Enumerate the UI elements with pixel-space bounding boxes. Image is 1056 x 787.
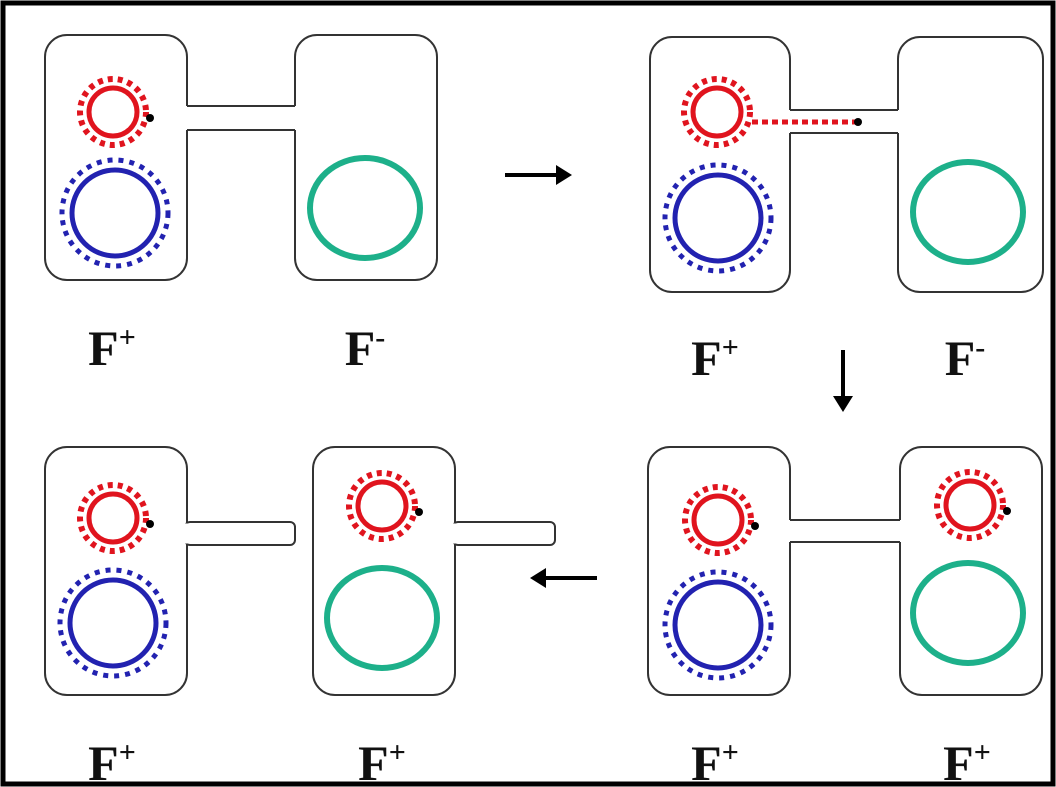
cell — [650, 37, 790, 292]
label-superscript: + — [119, 321, 136, 354]
label-base: F — [345, 320, 376, 376]
label-base: F — [945, 330, 976, 386]
label-base: F — [358, 735, 389, 787]
origin-dot — [854, 118, 862, 126]
label-base: F — [88, 320, 119, 376]
label-superscript: - — [375, 321, 385, 354]
label-superscript: + — [389, 736, 406, 769]
label-superscript: - — [975, 331, 985, 364]
pilus-stub — [453, 522, 555, 545]
label-base: F — [943, 735, 974, 787]
pilus-joint — [184, 524, 188, 544]
origin-dot — [1003, 507, 1011, 515]
cell — [648, 447, 790, 695]
pilus-bridge — [185, 106, 297, 130]
label-superscript: + — [722, 331, 739, 364]
label-superscript: + — [974, 736, 991, 769]
label-superscript: + — [722, 736, 739, 769]
pilus-bridge — [788, 520, 902, 542]
origin-dot — [146, 520, 154, 528]
label-base: F — [691, 330, 722, 386]
conjugation-diagram: F+F-F+F-F+F+F+F+ — [0, 0, 1056, 787]
origin-dot — [415, 508, 423, 516]
label-base: F — [88, 735, 119, 787]
pilus-stub — [185, 522, 295, 545]
cell — [45, 447, 187, 695]
origin-dot — [146, 114, 154, 122]
pilus-joint — [452, 524, 456, 544]
cell — [45, 35, 187, 280]
label-base: F — [691, 735, 722, 787]
cell — [900, 447, 1042, 695]
label-superscript: + — [119, 736, 136, 769]
origin-dot — [751, 522, 759, 530]
